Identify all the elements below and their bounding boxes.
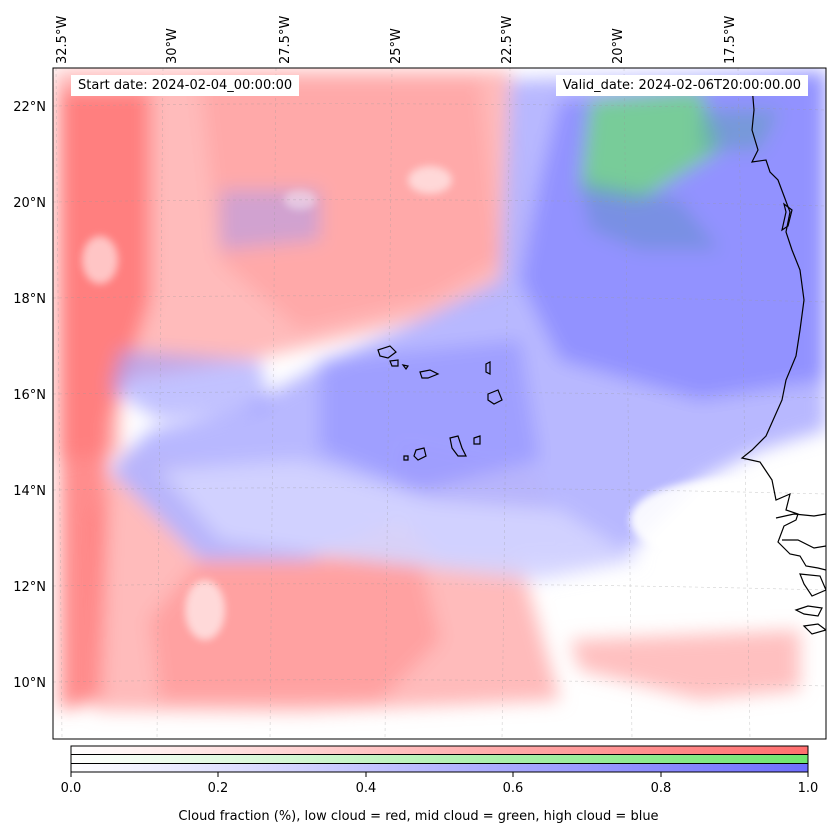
colorbar-tick-label: 0.2 bbox=[207, 781, 229, 796]
colorbar bbox=[70, 745, 809, 777]
island-fogo bbox=[413, 447, 427, 461]
lon-label: 27.5°W bbox=[278, 16, 293, 64]
colorbar-tick-label: 0.0 bbox=[60, 781, 82, 796]
colorbar-high-strip bbox=[71, 764, 808, 772]
lat-label: 18°N bbox=[13, 292, 46, 307]
valid-date-label: Valid_date: 2024-02-06T20:00:00.00 bbox=[555, 75, 808, 96]
colorbar-tick-label: 0.8 bbox=[650, 781, 672, 796]
cloud-fraction-field bbox=[53, 68, 826, 739]
map-frame bbox=[52, 67, 827, 740]
lat-label: 16°N bbox=[13, 388, 46, 403]
lon-label: 25°W bbox=[389, 28, 404, 64]
island-sao-vicente bbox=[389, 359, 399, 367]
island-santa-luzia bbox=[401, 364, 409, 371]
lat-label: 20°N bbox=[13, 196, 46, 211]
colorbar-label: Cloud fraction (%), low cloud = red, mid… bbox=[178, 809, 659, 824]
lon-label: 20°W bbox=[611, 28, 626, 64]
longitude-labels: 32.5°W 30°W 27.5°W 25°W 22.5°W 20°W 17.5… bbox=[55, 16, 738, 64]
island-sao-nicolau bbox=[419, 369, 440, 379]
colorbar-frame bbox=[70, 745, 809, 773]
lat-label: 10°N bbox=[13, 676, 46, 691]
island-santiago bbox=[449, 435, 467, 457]
colorbar-tick-label: 0.6 bbox=[502, 781, 524, 796]
colorbar-tick-label: 1.0 bbox=[797, 781, 819, 796]
coastline bbox=[377, 85, 826, 635]
island-brava bbox=[403, 455, 409, 461]
island-sal bbox=[485, 361, 491, 375]
graticule bbox=[53, 68, 826, 739]
latitude-labels: 22°N 20°N 18°N 16°N 14°N 12°N 10°N bbox=[13, 100, 46, 691]
island-boa-vista bbox=[487, 389, 503, 405]
lon-label: 32.5°W bbox=[55, 16, 70, 64]
lon-label: 17.5°W bbox=[723, 16, 738, 64]
colorbar-mid-strip bbox=[71, 755, 808, 763]
island-maio bbox=[473, 435, 481, 445]
lat-label: 12°N bbox=[13, 580, 46, 595]
lon-label: 30°W bbox=[165, 28, 180, 64]
colorbar-low-strip bbox=[71, 746, 808, 754]
colorbar-tick-label: 0.4 bbox=[355, 781, 377, 796]
lat-label: 22°N bbox=[13, 100, 46, 115]
lat-label: 14°N bbox=[13, 484, 46, 499]
start-date-label: Start date: 2024-02-04_00:00:00 bbox=[71, 75, 300, 96]
island-santo-antao bbox=[377, 345, 397, 359]
lon-label: 22.5°W bbox=[500, 16, 515, 64]
